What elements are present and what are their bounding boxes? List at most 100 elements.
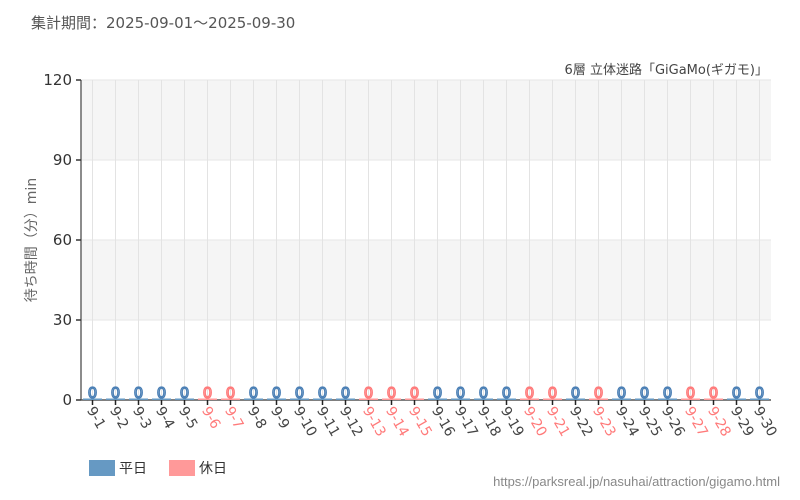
bar (405, 398, 424, 400)
x-tick-label: 9-28 (704, 404, 734, 440)
weekday-label: 平日 (119, 461, 147, 477)
bar-value-label: 0 (525, 384, 535, 402)
band (81, 240, 771, 320)
bar-value-label: 0 (180, 384, 190, 402)
bar-value-label: 0 (318, 384, 328, 402)
y-tick-label: 0 (62, 391, 72, 409)
bar-value-label: 0 (456, 384, 466, 402)
bar-value-label: 0 (732, 384, 742, 402)
x-tick-label: 9-3 (129, 404, 154, 432)
bar (290, 398, 309, 400)
x-tick-label: 9-15 (405, 404, 435, 440)
bar (474, 398, 493, 400)
bar (658, 398, 677, 400)
bar-value-label: 0 (226, 384, 236, 402)
band (81, 320, 771, 400)
bar (451, 398, 470, 400)
bar-value-label: 0 (203, 384, 213, 402)
bar (520, 398, 539, 400)
bar (704, 398, 723, 400)
legend-weekday: 平日 (89, 458, 147, 478)
bar (727, 398, 746, 400)
x-tick-label: 9-29 (727, 404, 757, 440)
bar (336, 398, 355, 400)
bar (382, 398, 401, 400)
bar-value-label: 0 (249, 384, 259, 402)
bar (244, 398, 263, 400)
x-tick-label: 9-25 (635, 404, 665, 440)
x-tick-label: 9-10 (290, 404, 320, 440)
band (81, 160, 771, 240)
x-tick-label: 9-1 (83, 404, 108, 432)
x-tick-label: 9-2 (106, 404, 131, 432)
x-tick-label: 9-16 (428, 404, 458, 440)
bar (566, 398, 585, 400)
bar (175, 398, 194, 400)
bar-value-label: 0 (157, 384, 167, 402)
x-tick-label: 9-9 (267, 404, 292, 432)
bar (152, 398, 171, 400)
x-tick-label: 9-5 (175, 404, 200, 432)
bar-value-label: 0 (502, 384, 512, 402)
x-tick-label: 9-11 (313, 404, 343, 440)
bar-value-label: 0 (88, 384, 98, 402)
bar-value-label: 0 (272, 384, 282, 402)
bar-value-label: 0 (364, 384, 374, 402)
bar (543, 398, 562, 400)
x-tick-label: 9-18 (474, 404, 504, 440)
bar (106, 398, 125, 400)
x-tick-label: 9-7 (221, 404, 246, 432)
bar-value-label: 0 (387, 384, 397, 402)
y-tick-label: 30 (53, 311, 72, 329)
bar-value-label: 0 (433, 384, 443, 402)
x-tick-label: 9-24 (612, 404, 642, 440)
legend-holiday: 休日 (169, 458, 227, 478)
bar (313, 398, 332, 400)
x-tick-label: 9-23 (589, 404, 619, 440)
bar (267, 398, 286, 400)
bar-value-label: 0 (594, 384, 604, 402)
chart-title: 6層 立体迷路「GiGaMo(ギガモ)」 (564, 63, 768, 78)
bar (612, 398, 631, 400)
x-tick-label: 9-22 (566, 404, 596, 440)
x-tick-label: 9-21 (543, 404, 573, 440)
bar-value-label: 0 (640, 384, 650, 402)
weekday-swatch (89, 460, 115, 476)
x-tick-label: 9-27 (681, 404, 711, 440)
y-tick-label: 60 (53, 231, 72, 249)
x-tick-label: 9-19 (497, 404, 527, 440)
bar (83, 398, 102, 400)
bar-value-label: 0 (341, 384, 351, 402)
bar (221, 398, 240, 400)
bar-value-label: 0 (617, 384, 627, 402)
x-tick-label: 9-12 (336, 404, 366, 440)
x-tick-label: 9-17 (451, 404, 481, 440)
y-axis-label: 待ち時間（分）min (24, 178, 40, 302)
holiday-label: 休日 (199, 461, 227, 477)
bar-value-label: 0 (571, 384, 581, 402)
bar (635, 398, 654, 400)
y-tick-label: 120 (43, 71, 72, 89)
bar (750, 398, 769, 400)
x-tick-label: 9-13 (359, 404, 389, 440)
x-tick-label: 9-6 (198, 404, 223, 432)
bar-value-label: 0 (479, 384, 489, 402)
period-label: 集計期間：2025-09-01～2025-09-30 (31, 14, 296, 32)
band (81, 80, 771, 160)
x-tick-label: 9-30 (750, 404, 780, 440)
bar-value-label: 0 (111, 384, 121, 402)
bar-value-label: 0 (134, 384, 144, 402)
bar-value-label: 0 (686, 384, 696, 402)
bar-value-label: 0 (663, 384, 673, 402)
bar (359, 398, 378, 400)
x-tick-label: 9-20 (520, 404, 550, 440)
bar-value-label: 0 (410, 384, 420, 402)
source-url: https://parksreal.jp/nasuhai/attraction/… (493, 474, 780, 489)
x-tick-label: 9-26 (658, 404, 688, 440)
bar-value-label: 0 (709, 384, 719, 402)
holiday-swatch (169, 460, 195, 476)
bar-value-label: 0 (295, 384, 305, 402)
bar-value-label: 0 (548, 384, 558, 402)
bar (129, 398, 148, 400)
